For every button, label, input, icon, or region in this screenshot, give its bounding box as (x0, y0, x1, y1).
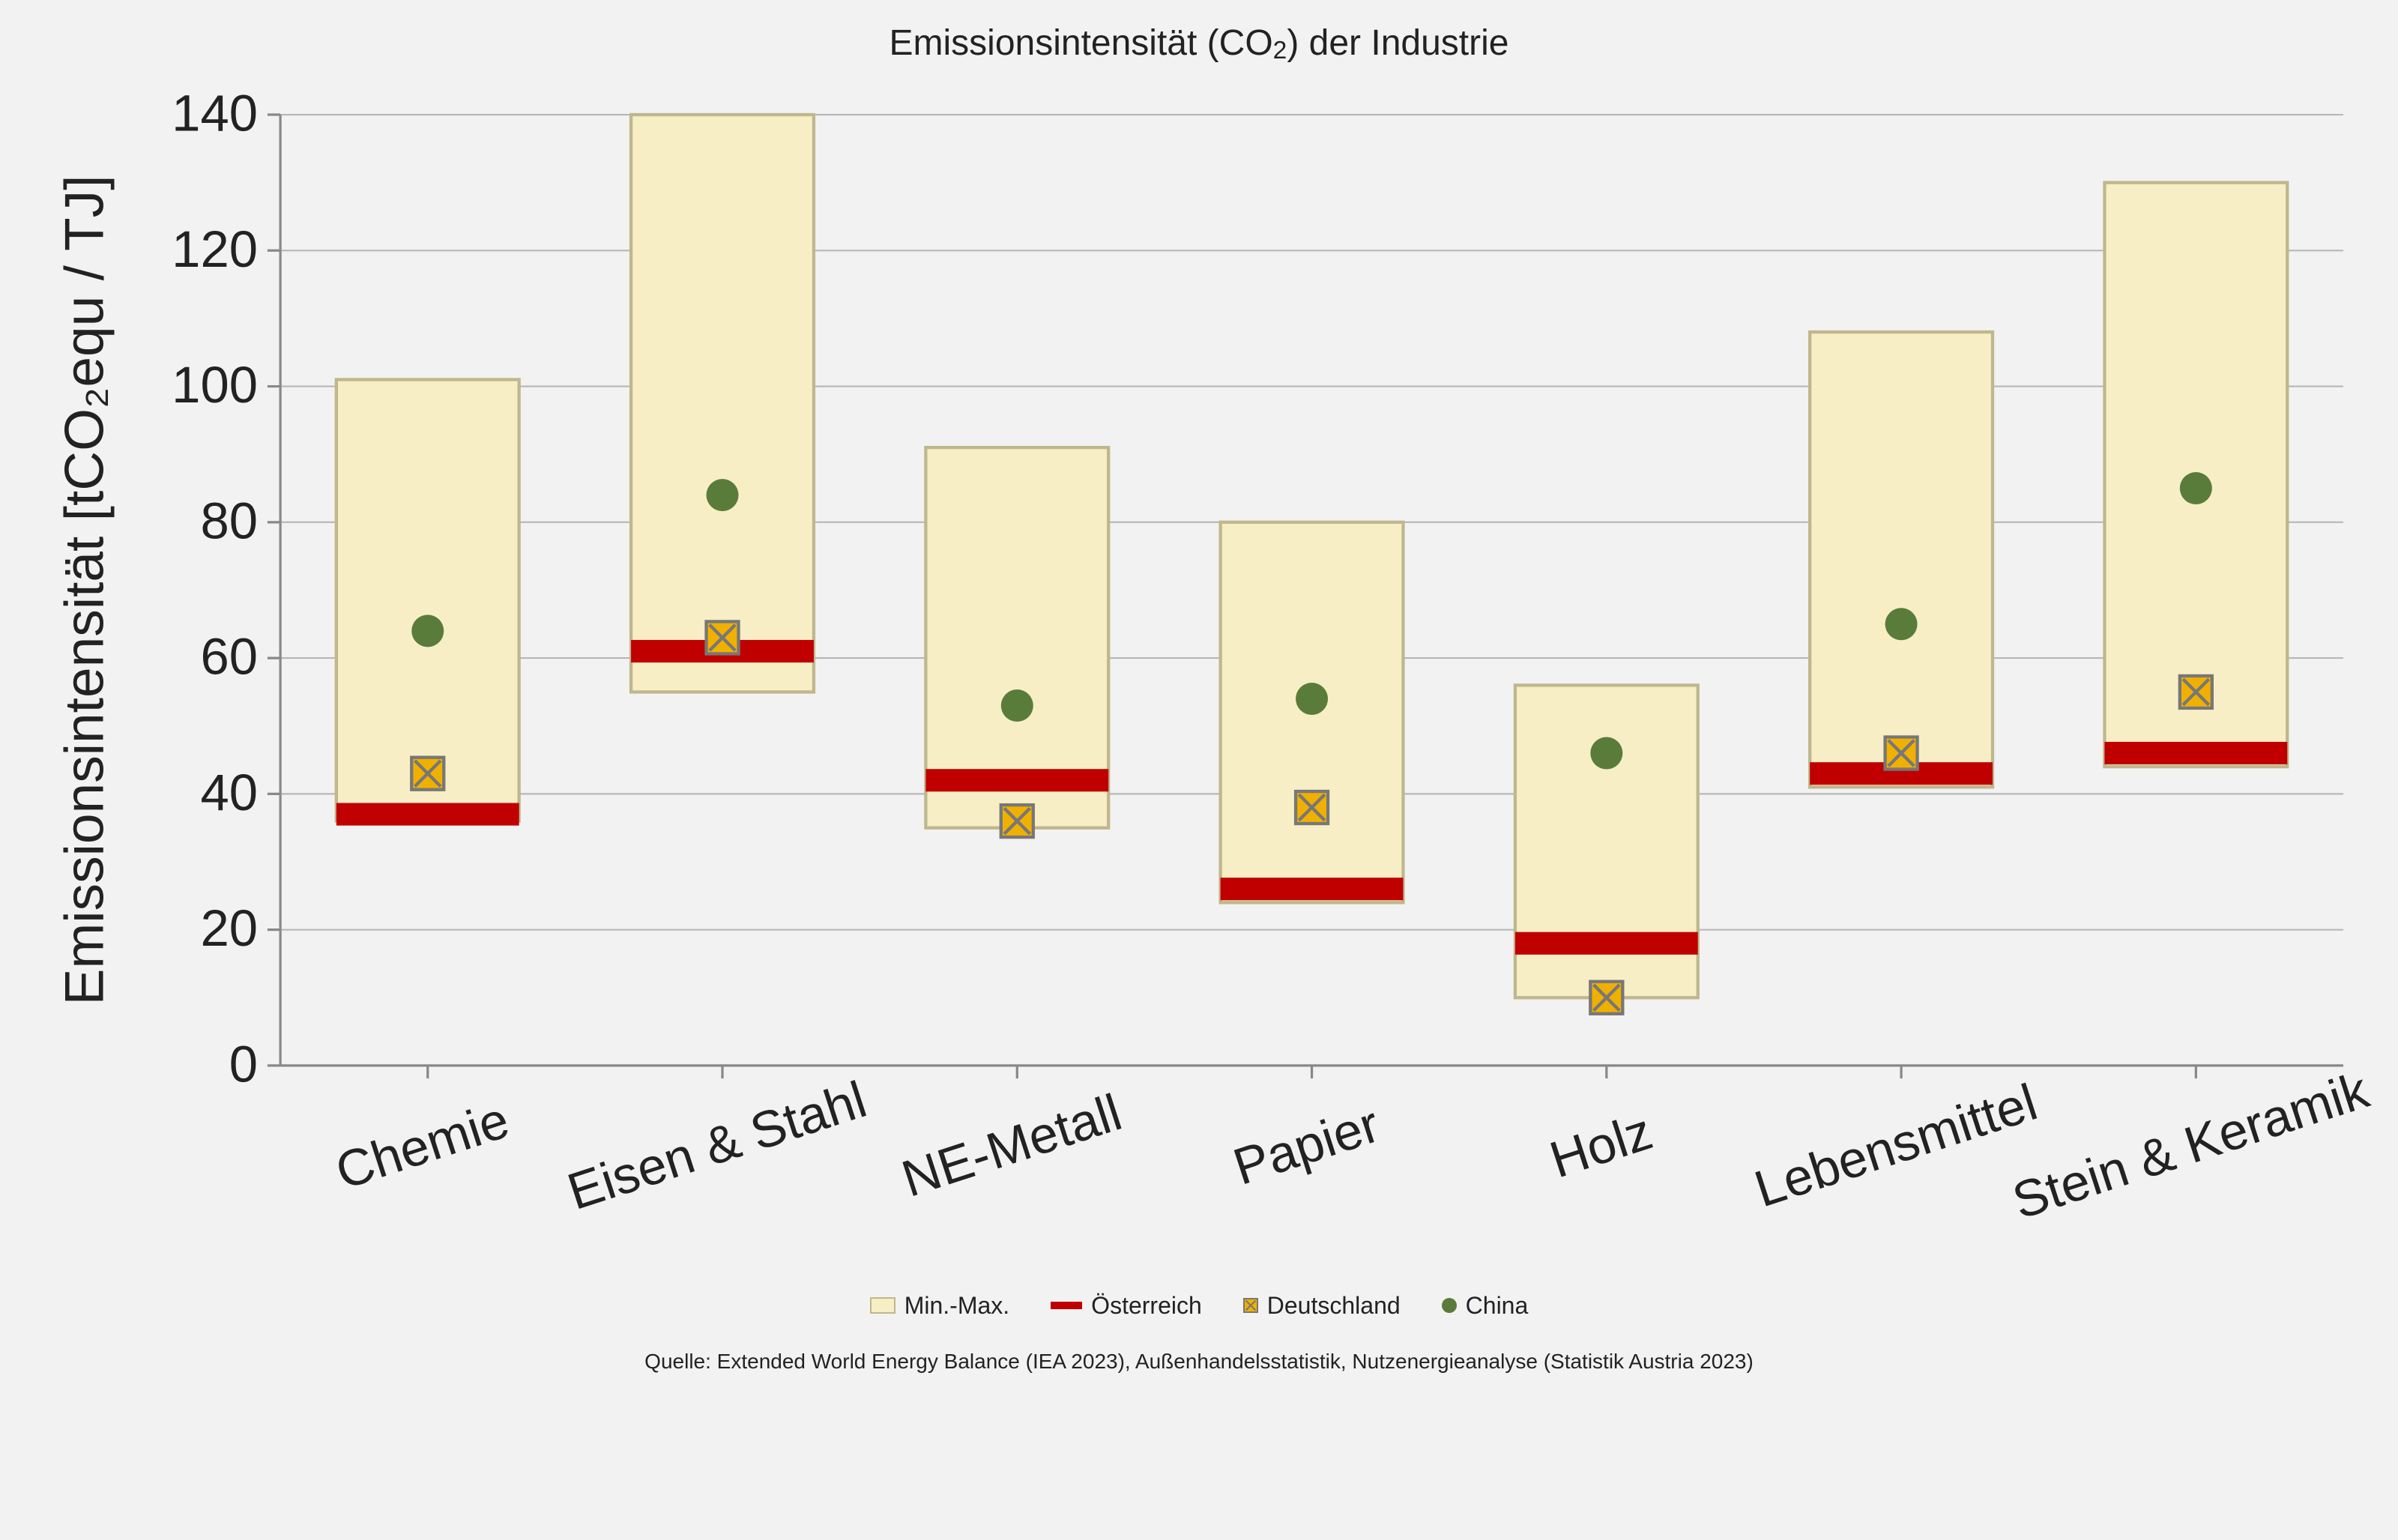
chart-area: 0 20 40 60 80 100 120 140 Emissionsintensität [t… (22, 82, 2376, 1275)
svg-text:Papier: Papier (1227, 1095, 1386, 1196)
legend-item-germany: Deutschland (1243, 1292, 1401, 1320)
legend-label: Österreich (1091, 1292, 1202, 1320)
line-swatch-icon (1051, 1302, 1082, 1309)
svg-text:Stein & Keramik: Stein & Keramik (2006, 1061, 2376, 1231)
legend-label: Min.-Max. (904, 1292, 1009, 1320)
svg-text:Lebensmittel: Lebensmittel (1748, 1073, 2044, 1219)
range-swatch-icon (870, 1297, 896, 1314)
svg-text:Chemie: Chemie (329, 1090, 516, 1201)
svg-text:0: 0 (229, 1035, 258, 1093)
svg-text:Emissionsintensität [tCO₂equ /: Emissionsintensität [tCO₂equ / TJ] (55, 175, 115, 1006)
legend-item-range: Min.-Max. (870, 1292, 1009, 1320)
svg-text:100: 100 (172, 356, 258, 414)
legend: Min.-Max. Österreich Deutschland China (22, 1292, 2376, 1320)
square-swatch-icon (1243, 1298, 1258, 1313)
svg-text:120: 120 (172, 220, 258, 278)
legend-item-china: China (1442, 1292, 1529, 1320)
legend-label: Deutschland (1267, 1292, 1401, 1320)
svg-text:140: 140 (172, 85, 258, 142)
source-text: Quelle: Extended World Energy Balance (I… (22, 1350, 2376, 1374)
circle-swatch-icon (1442, 1298, 1457, 1313)
chart-page: Emissionsintensität (CO2) der Industrie … (0, 0, 2398, 1396)
svg-text:Holz: Holz (1543, 1102, 1659, 1189)
svg-text:40: 40 (200, 764, 258, 821)
svg-text:Eisen & Stahl: Eisen & Stahl (561, 1070, 873, 1221)
svg-text:NE-Metall: NE-Metall (895, 1083, 1128, 1208)
svg-text:60: 60 (200, 628, 258, 686)
svg-text:20: 20 (200, 899, 258, 957)
chart-title: Emissionsintensität (CO2) der Industrie (22, 22, 2376, 64)
svg-text:80: 80 (200, 492, 258, 549)
legend-item-austria: Österreich (1051, 1292, 1202, 1320)
legend-label: China (1466, 1292, 1529, 1320)
chart-svg: 0 20 40 60 80 100 120 140 Emissionsintensität [t… (22, 82, 2376, 1275)
